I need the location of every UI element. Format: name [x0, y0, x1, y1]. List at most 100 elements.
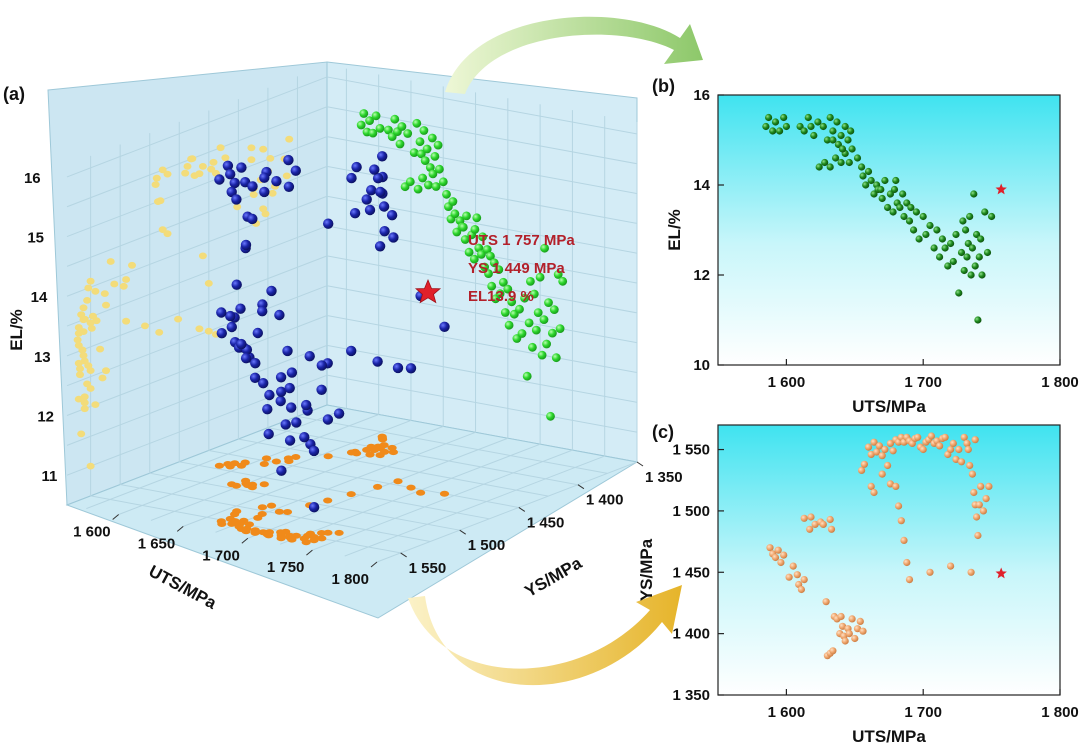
c-xlabel: UTS/MPa	[852, 727, 926, 746]
data-point	[853, 154, 862, 162]
data-point	[829, 136, 837, 144]
green-point	[484, 269, 493, 278]
orange-point	[274, 508, 284, 515]
blue-point	[304, 351, 315, 362]
blue-point	[323, 218, 334, 229]
data-point	[899, 190, 907, 198]
green-point	[498, 277, 508, 287]
blue-point	[236, 162, 247, 173]
orange-point	[334, 529, 344, 536]
data-point	[776, 127, 784, 135]
green-point	[442, 189, 451, 199]
data-point	[810, 131, 818, 140]
plot-area-b	[717, 94, 1061, 366]
uts-tick-label: 1 650	[138, 535, 176, 552]
data-point	[964, 445, 972, 454]
data-point	[985, 482, 993, 490]
blue-point	[286, 367, 298, 378]
yellow-point	[80, 399, 89, 407]
data-point	[877, 185, 885, 194]
data-point	[837, 131, 845, 140]
data-point	[974, 531, 982, 540]
data-point	[841, 122, 849, 131]
data-point	[875, 442, 884, 450]
data-point	[870, 488, 878, 497]
data-point	[838, 145, 847, 153]
el-tick-label: 13	[34, 349, 51, 366]
yellow-point	[100, 290, 109, 297]
orange-point	[247, 484, 257, 491]
blue-point	[276, 386, 287, 397]
data-point	[959, 217, 967, 225]
data-point	[947, 445, 955, 454]
data-point	[927, 432, 936, 440]
el-tick-label: 11	[41, 468, 57, 485]
green-point	[424, 180, 433, 190]
data-point	[780, 551, 788, 559]
green-point	[422, 144, 432, 154]
blue-point	[392, 362, 404, 374]
grid-line	[120, 484, 431, 543]
blue-point	[252, 327, 263, 339]
data-point	[926, 221, 934, 230]
yellow-point	[74, 330, 83, 337]
grid-line	[66, 165, 328, 267]
data-point	[858, 466, 866, 474]
data-point	[777, 558, 785, 567]
blue-point	[240, 353, 252, 364]
panel-c: 1 600 1 700 1 800 1 350 1 400 1 450 1 500 1 550…	[637, 422, 1079, 746]
ys-tick-mark	[518, 507, 526, 512]
orange-point	[253, 514, 263, 521]
data-point	[983, 248, 992, 257]
orange-point	[439, 490, 450, 497]
data-point	[941, 244, 949, 252]
data-point	[900, 536, 908, 545]
yellow-point	[83, 380, 92, 388]
yellow-point	[209, 158, 218, 166]
orange-point	[276, 535, 286, 542]
grid-line	[86, 408, 347, 510]
blue-point	[240, 239, 252, 251]
green-point	[507, 297, 517, 307]
blue-point	[379, 226, 390, 237]
blue-point	[226, 321, 237, 333]
blue-point	[405, 363, 417, 374]
green-point	[503, 284, 513, 294]
grid-line	[118, 414, 379, 515]
yellow-point	[198, 252, 207, 260]
green-projection-points	[356, 109, 568, 421]
grid-line	[279, 443, 541, 545]
data-point	[860, 460, 869, 468]
green-point	[522, 371, 532, 381]
ys-tick-mark	[400, 552, 407, 558]
yellow-point	[152, 174, 161, 182]
data-point	[826, 163, 834, 171]
y-tick-label: 1 500	[672, 503, 710, 520]
data-point	[963, 253, 971, 261]
green-point	[435, 164, 444, 174]
c-ylabel: YS/MPa	[637, 538, 656, 601]
yellow-point	[86, 319, 95, 327]
uts-tick-mark	[112, 514, 119, 520]
data-point	[878, 452, 886, 460]
uts-axis-label: UTS/MPa	[146, 561, 220, 613]
b-ylabel: EL/%	[665, 209, 684, 251]
data-point	[962, 226, 970, 234]
data-point	[981, 208, 989, 216]
data-point	[960, 433, 968, 441]
blue-point	[247, 181, 258, 192]
data-point	[890, 185, 899, 194]
blue-point	[249, 372, 261, 383]
data-point	[968, 244, 977, 252]
y-tick-label: 1 450	[672, 564, 710, 581]
blue-point	[258, 378, 269, 389]
data-point	[936, 253, 944, 261]
yellow-point	[174, 315, 183, 323]
green-point	[504, 320, 514, 330]
green-point	[535, 272, 545, 282]
data-point	[867, 450, 875, 459]
uts-axis-ticks: 1 600 1 650 1 700 1 750 1 800	[73, 514, 378, 588]
blue-point	[439, 321, 450, 332]
green-point	[433, 140, 443, 150]
data-point	[968, 470, 977, 478]
